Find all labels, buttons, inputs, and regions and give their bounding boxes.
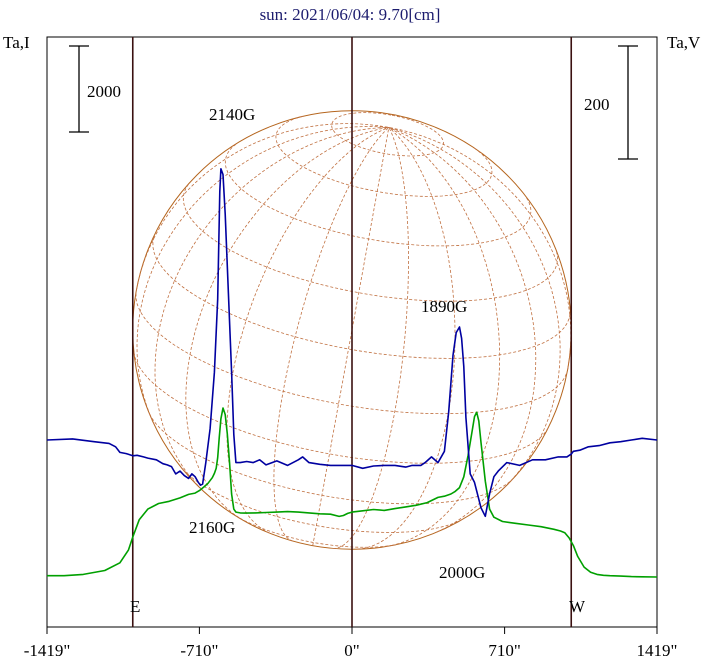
right-scale-bar-label: 200	[584, 95, 610, 114]
x-tick-label: -1419"	[24, 641, 71, 660]
right-axis-label: Ta,V	[667, 33, 701, 52]
longitude-line	[136, 126, 389, 425]
chart-title: sun: 2021/06/04: 9.70[cm]	[260, 5, 441, 24]
x-tick-label: 0"	[344, 641, 359, 660]
annotation-2160g: 2160G	[189, 518, 235, 537]
latitude-line	[152, 237, 571, 359]
longitude-line	[226, 127, 390, 534]
right-scale-bar	[618, 45, 638, 160]
longitude-line	[312, 127, 390, 546]
solar-disk-grid	[132, 110, 572, 550]
longitude-line	[357, 127, 456, 550]
annotation-2140g: 2140G	[209, 105, 255, 124]
longitude-line	[332, 127, 409, 549]
x-tick-label: 710"	[488, 641, 520, 660]
left-scale-bar	[69, 45, 89, 133]
latitude-line	[224, 143, 532, 247]
left-axis-label: Ta,I	[3, 33, 30, 52]
latitude-line	[235, 515, 396, 548]
latitude-line	[182, 183, 558, 302]
left-scale-bar-label: 2000	[87, 82, 121, 101]
polarization-series-line	[46, 168, 658, 518]
limb-label-west: W	[569, 597, 586, 616]
latitude-line	[135, 293, 568, 415]
longitude-line	[135, 123, 389, 291]
x-tick-label: 1419"	[637, 641, 678, 660]
intensity-series-line	[47, 407, 658, 578]
longitude-line	[388, 127, 561, 489]
annotation-2000g: 2000G	[439, 563, 485, 582]
longitude-line	[388, 127, 572, 370]
longitude-line	[154, 127, 389, 490]
longitude-line	[388, 127, 537, 533]
latitude-line	[331, 112, 444, 157]
latitude-line	[180, 466, 464, 533]
x-tick-label: -710"	[180, 641, 218, 660]
limb-label-east: E	[130, 597, 140, 616]
annotation-1890g: 1890G	[421, 297, 467, 316]
latitude-line	[133, 352, 549, 464]
longitude-line	[273, 127, 390, 542]
longitude-line	[185, 127, 389, 519]
limb-lines	[131, 37, 573, 627]
longitude-line	[388, 127, 501, 546]
